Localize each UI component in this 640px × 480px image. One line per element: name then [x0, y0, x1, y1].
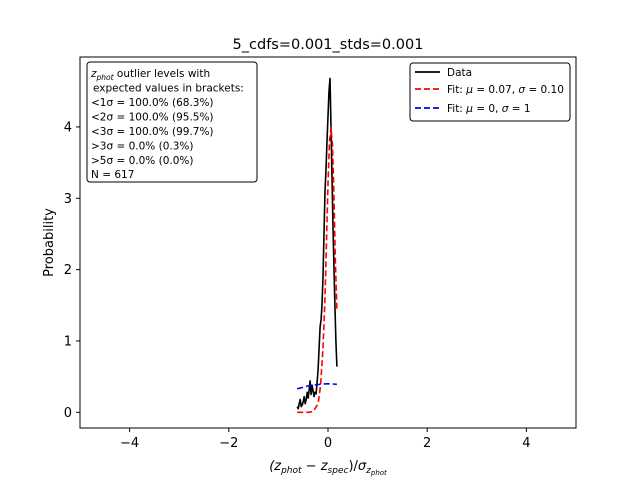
series-line-1	[297, 126, 338, 414]
stats-line-6: >5σ = 0.0% (0.0%)	[91, 155, 194, 167]
legend-label-fit-red: Fit: μ = 0.07, σ = 0.10	[447, 84, 564, 96]
y-tick-label: 0	[64, 406, 72, 421]
x-tick-label: 0	[324, 436, 332, 451]
legend: Data Fit: μ = 0.07, σ = 0.10 Fit: μ = 0,…	[409, 62, 571, 122]
y-tick-label: 1	[64, 334, 72, 349]
y-axis-label: Probability	[42, 208, 57, 277]
stats-line-7: N = 617	[91, 169, 134, 181]
y-axis: 0 1 2 3 4	[64, 120, 80, 421]
series-line-2	[297, 382, 337, 390]
series-layer	[296, 77, 338, 414]
stats-line-0: zphot outlier levels with	[90, 68, 210, 82]
chart-title: 5_cdfs=0.001_stds=0.001	[233, 37, 424, 53]
x-tick-label: 2	[423, 436, 431, 451]
legend-label-data: Data	[447, 67, 472, 79]
x-axis: −4 −2 0 2 4	[120, 428, 531, 451]
stats-line-4: <3σ = 100.0% (99.7%)	[91, 126, 214, 138]
stats-box: zphot outlier levels with expected value…	[86, 61, 258, 183]
y-tick-label: 2	[64, 263, 72, 278]
x-tick-label: −2	[219, 436, 238, 451]
series-line-0	[296, 77, 338, 410]
legend-label-fit-blue: Fit: μ = 0, σ = 1	[447, 103, 531, 115]
stats-line-2: <1σ = 100.0% (68.3%)	[91, 97, 214, 109]
y-tick-label: 3	[64, 192, 72, 207]
x-tick-label: 4	[522, 436, 530, 451]
x-axis-label: (zphot − zspec)/σzphot	[269, 459, 387, 477]
x-tick-label: −4	[120, 436, 139, 451]
stats-line-1: expected values in brackets:	[93, 83, 244, 95]
stats-line-5: >3σ = 0.0% (0.3%)	[91, 141, 194, 153]
stats-line-3: <2σ = 100.0% (95.5%)	[91, 112, 214, 124]
y-tick-label: 4	[64, 120, 72, 135]
